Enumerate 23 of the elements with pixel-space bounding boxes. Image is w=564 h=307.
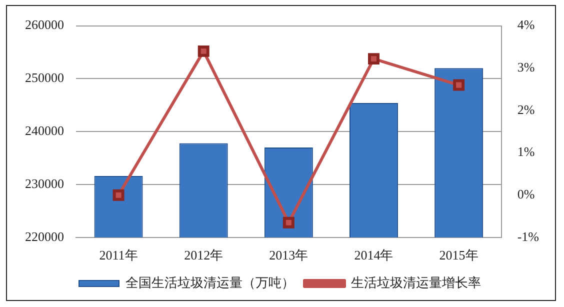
x-tick-label: 2012年 [184,248,224,263]
y-tick-label: 260000 [25,17,64,32]
y2-tick-label: 4% [517,17,535,32]
point [368,53,380,65]
y2-tick-label: 3% [517,60,535,75]
legend-label: 全国生活垃圾清运量（万吨） [126,274,294,290]
x-tick-label: 2014年 [354,248,394,263]
y2-tick-label: 2% [517,102,535,117]
point [198,45,210,57]
y2-tick-label: 0% [517,186,535,202]
legend-label: 生活垃圾清运量增长率 [351,274,481,290]
y-tick-label: 220000 [25,228,64,244]
point [453,79,465,91]
x-tick-label: 2013年 [269,248,308,263]
point [282,216,294,228]
y-tick-label: 230000 [25,176,64,191]
y-tick-label: 250000 [25,70,64,86]
point [112,189,124,201]
y2-tick-label: 1% [517,144,535,160]
x-tick-label: 2015年 [439,248,478,263]
x-tick-label: 2011年 [99,248,138,263]
y2-tick-label: -1% [517,228,540,244]
y-tick-label: 240000 [25,123,64,138]
